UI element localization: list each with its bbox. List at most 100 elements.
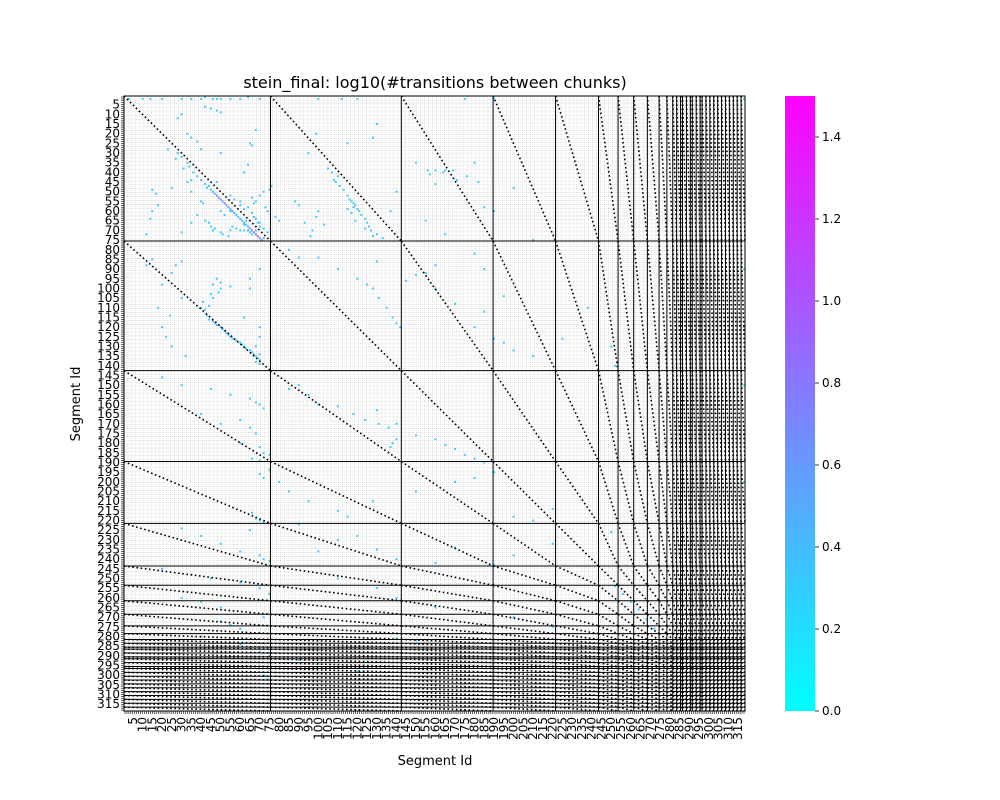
heatmap-cell (229, 229, 232, 232)
y-tick-label: 265 (97, 601, 120, 615)
chunk-dotted-diagonal (617, 625, 635, 635)
heatmap-cell (372, 136, 374, 139)
heatmap-cell (250, 212, 253, 214)
heatmap-cell (176, 117, 179, 120)
chunk-dotted-diagonal (724, 241, 731, 371)
chunk-dotted-diagonal (724, 625, 731, 635)
chunk-dotted-diagonal (689, 370, 694, 462)
heatmap-cell (186, 181, 189, 184)
chunk-dotted-diagonal (658, 632, 668, 641)
heatmap-cell (215, 324, 218, 327)
chunk-dotted-diagonal (729, 665, 734, 670)
heatmap-cell (434, 183, 437, 185)
chunk-dotted-diagonal (555, 600, 599, 616)
chunk-dotted-diagonal (740, 687, 746, 693)
heatmap-cell (346, 194, 349, 197)
chunk-dotted-diagonal (736, 658, 742, 664)
heatmap-cell (356, 208, 359, 211)
y-tick-label: 230 (97, 533, 120, 547)
chunk-dotted-diagonal (713, 706, 719, 712)
chunk-dotted-diagonal (709, 633, 715, 640)
chunk-dotted-diagonal (721, 652, 727, 658)
chunk-dotted-diagonal (701, 642, 707, 648)
heatmap-cell (235, 339, 238, 342)
heatmap-cell (473, 252, 476, 255)
heatmap-cell (262, 451, 265, 454)
chunk-dotted-diagonal (728, 671, 734, 677)
heatmap-cell (186, 161, 189, 164)
chunk-dotted-diagonal (732, 625, 738, 635)
chunk-dotted-diagonal (666, 642, 674, 648)
x-tick-label: 190 (487, 717, 501, 740)
heatmap-cell (336, 268, 339, 271)
heatmap-cell (375, 233, 378, 236)
x-tick-label: 180 (468, 717, 482, 740)
chunk-dotted-diagonal (695, 638, 701, 644)
chunk-dotted-diagonal (671, 370, 678, 462)
heatmap-cell (243, 316, 246, 319)
x-tick-label: 10 (136, 717, 150, 732)
chunk-dotted-diagonal (679, 695, 684, 700)
chunk-dotted-diagonal (679, 461, 684, 524)
chunk-dotted-diagonal (646, 370, 660, 462)
chunk-dotted-diagonal (123, 646, 271, 650)
heatmap-cell (502, 295, 505, 298)
chunk-dotted-diagonal (695, 633, 701, 640)
heatmap-cell (141, 97, 144, 100)
heatmap-cell (200, 200, 203, 203)
chunk-dotted-diagonal (705, 691, 711, 697)
chunk-dotted-diagonal (685, 658, 691, 664)
y-tick-label: 55 (105, 194, 120, 208)
heatmap-cell (170, 186, 173, 189)
chunk-dotted-diagonal (672, 694, 678, 700)
heatmap-cell (254, 217, 257, 220)
chunk-dotted-diagonal (716, 565, 723, 586)
chunk-dotted-diagonal (689, 662, 693, 667)
chunk-dotted-diagonal (270, 679, 402, 685)
chunk-dotted-diagonal (740, 671, 746, 677)
chunk-dotted-diagonal (681, 694, 687, 700)
chunk-dotted-diagonal (709, 638, 715, 644)
chunk-dotted-diagonal (709, 671, 715, 677)
heatmap-cell (414, 434, 417, 437)
chunk-dotted-diagonal (658, 240, 668, 371)
chunk-dotted-diagonal (679, 241, 684, 371)
chunk-dotted-diagonal (699, 648, 703, 654)
chunk-dotted-diagonal (676, 687, 682, 693)
chunk-dotted-diagonal (676, 702, 682, 708)
chunk-dotted-diagonal (732, 652, 738, 658)
heatmap-cell (375, 123, 378, 126)
chunk-dotted-diagonal (728, 662, 734, 668)
chunk-dotted-diagonal (736, 683, 742, 689)
chunk-dotted-diagonal (676, 675, 682, 681)
heatmap-cell (229, 335, 232, 338)
chunk-dotted-diagonal (646, 613, 660, 627)
heatmap-cell (196, 213, 199, 216)
chunk-dotted-diagonal (617, 679, 634, 685)
y-tick-label: 295 (97, 659, 120, 673)
chunk-dotted-diagonal (695, 652, 701, 658)
heatmap-cell (414, 639, 417, 642)
y-tick-label: 205 (97, 484, 120, 498)
chunk-dotted-diagonal (681, 370, 688, 462)
y-tick-label: 310 (97, 688, 120, 702)
chunk-dotted-diagonal (732, 370, 738, 462)
heatmap-cell (180, 231, 183, 234)
chunk-dotted-diagonal (709, 662, 715, 668)
chunk-dotted-diagonal (732, 694, 738, 700)
chunk-dotted-diagonal (617, 638, 634, 645)
chunk-dotted-diagonal (671, 523, 678, 567)
chunk-dotted-diagonal (679, 662, 684, 667)
heatmap-cell (219, 97, 222, 100)
chunk-dotted-diagonal (720, 565, 727, 586)
chunk-dotted-diagonal (685, 633, 691, 640)
heatmap-cell (250, 511, 253, 514)
chunk-dotted-diagonal (689, 668, 693, 673)
heatmap-cell (127, 97, 130, 100)
chunk-dotted-diagonal (672, 702, 678, 708)
x-tick-label: 100 (311, 717, 325, 740)
heatmap-cell (368, 225, 371, 228)
chunk-dotted-diagonal (736, 648, 742, 654)
chunk-dotted-diagonal (555, 679, 599, 685)
chunk-dotted-diagonal (740, 679, 746, 685)
